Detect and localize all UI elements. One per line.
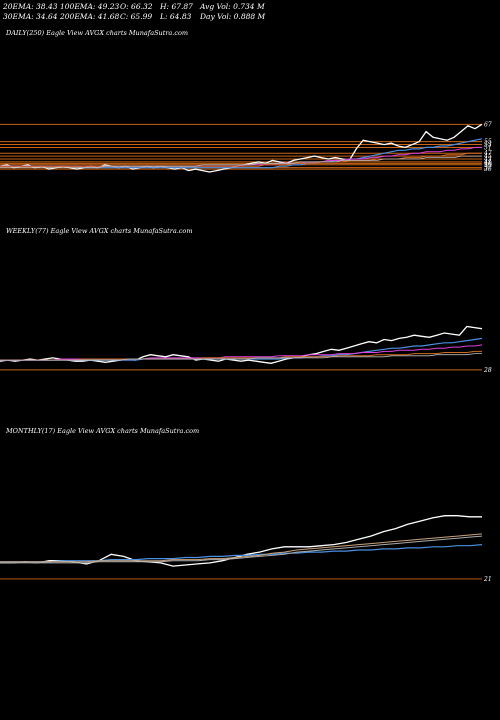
weekly-panel-title: WEEKLY(77) Eagle View AVGX charts Munafa… (6, 227, 193, 235)
y-tick-label: 55 (484, 139, 492, 146)
header-high: H: 67.87 (160, 2, 193, 11)
y-tick-label: 40 (483, 160, 492, 167)
y-tick-label: 41 (483, 159, 492, 166)
y-tick-label: 39 (484, 162, 492, 169)
ema-line (0, 350, 482, 361)
y-tick-label: 51 (484, 144, 492, 151)
header-avg-vol: Avg Vol: 0.734 M (200, 2, 265, 11)
ema-line (0, 152, 482, 167)
y-tick-label: 28 (483, 367, 492, 374)
y-tick-label: 37 (484, 165, 492, 172)
monthly-chart: 21 (0, 515, 492, 583)
ema-line (0, 535, 483, 564)
ema-line (0, 155, 482, 169)
weekly-chart: 28 (0, 325, 492, 374)
monthly-panel-title: MONTHLY(17) Eagle View AVGX charts Munaf… (6, 427, 200, 435)
y-tick-label: 67 (484, 121, 492, 128)
y-tick-label: 47 (483, 150, 492, 157)
y-tick-label: 21 (483, 576, 492, 583)
ema-line (0, 353, 482, 361)
ema-line (0, 138, 483, 169)
daily-panel-title: DAILY(250) Eagle View AVGX charts Munafa… (6, 29, 189, 37)
header-close: C: 65.99 (120, 12, 153, 21)
header-100ema: 100EMA: 49.23 (60, 2, 120, 11)
header-200ema: 200EMA: 41.68 (60, 12, 120, 21)
header-open: O: 66.32 (120, 2, 153, 11)
header-low: L: 64.83 (160, 12, 192, 21)
header-day-vol: Day Vol: 0.888 M (200, 12, 266, 21)
y-tick-label: 45 (483, 153, 492, 160)
header-20ema: 20EMA: 38.43 (3, 2, 58, 11)
ema-line (0, 533, 483, 563)
y-tick-label: 36 (484, 166, 492, 173)
y-tick-label: 53 (484, 142, 492, 149)
ema-line (0, 544, 483, 563)
price-line (0, 325, 483, 364)
header-30ema: 30EMA: 34.64 (3, 12, 58, 21)
y-tick-label: 43 (483, 156, 492, 163)
